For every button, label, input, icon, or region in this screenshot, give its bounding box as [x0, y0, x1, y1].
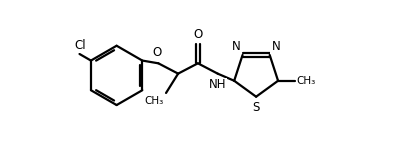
Text: CH₃: CH₃: [144, 96, 164, 106]
Text: O: O: [152, 46, 162, 59]
Text: N: N: [232, 40, 241, 53]
Text: O: O: [193, 28, 203, 41]
Text: NH: NH: [209, 79, 226, 91]
Text: CH₃: CH₃: [297, 76, 316, 86]
Text: Cl: Cl: [75, 39, 86, 52]
Text: S: S: [252, 101, 260, 114]
Text: N: N: [271, 40, 280, 53]
